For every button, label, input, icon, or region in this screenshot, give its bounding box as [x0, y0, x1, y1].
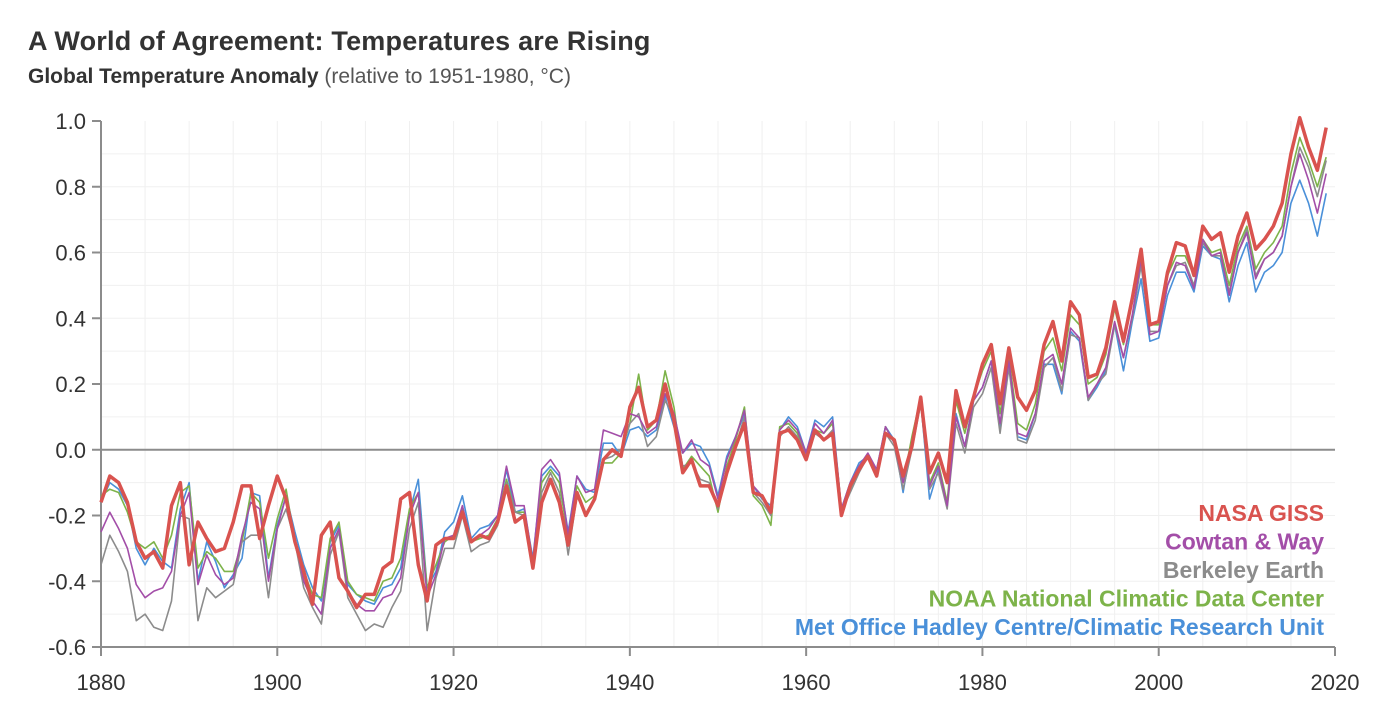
y-tick-label: 0.0 — [55, 438, 86, 463]
series-line — [99, 115, 1328, 610]
x-tick-label: 2000 — [1134, 670, 1183, 695]
x-tick-label: 1960 — [782, 670, 831, 695]
chart-subtitle-note: (relative to 1951-1980, °C) — [324, 65, 571, 88]
legend-label: NOAA National Climatic Data Center — [929, 586, 1324, 612]
legend-label: Cowtan & Way — [1165, 529, 1324, 555]
x-tick-label: 1940 — [605, 670, 654, 695]
legend-label: Met Office Hadley Centre/Climatic Resear… — [795, 614, 1324, 640]
series-line — [100, 153, 1327, 615]
y-tick-label: 0.4 — [55, 306, 86, 331]
y-tick-label: -0.4 — [48, 569, 86, 594]
legend-label: NASA GISS — [1198, 500, 1324, 526]
y-tick-label: 0.6 — [55, 241, 86, 266]
x-tick-label: 1880 — [77, 670, 126, 695]
series-line — [100, 136, 1327, 602]
y-tick-label: 1.0 — [55, 109, 86, 134]
y-tick-label: 0.8 — [55, 175, 86, 200]
y-tick-label: -0.2 — [48, 504, 86, 529]
x-tick-label: 1900 — [253, 670, 302, 695]
x-tick-label: 2020 — [1311, 670, 1360, 695]
chart-subtitle-main: Global Temperature Anomaly — [28, 65, 319, 88]
x-tick-label: 1920 — [429, 670, 478, 695]
chart-subtitle: Global Temperature Anomaly (relative to … — [28, 65, 571, 89]
y-tick-label: -0.6 — [48, 635, 86, 660]
legend-label: Berkeley Earth — [1163, 557, 1324, 583]
series-line — [100, 179, 1327, 606]
chart-title: A World of Agreement: Temperatures are R… — [28, 26, 651, 56]
x-tick-label: 1980 — [958, 670, 1007, 695]
y-tick-label: 0.2 — [55, 372, 86, 397]
